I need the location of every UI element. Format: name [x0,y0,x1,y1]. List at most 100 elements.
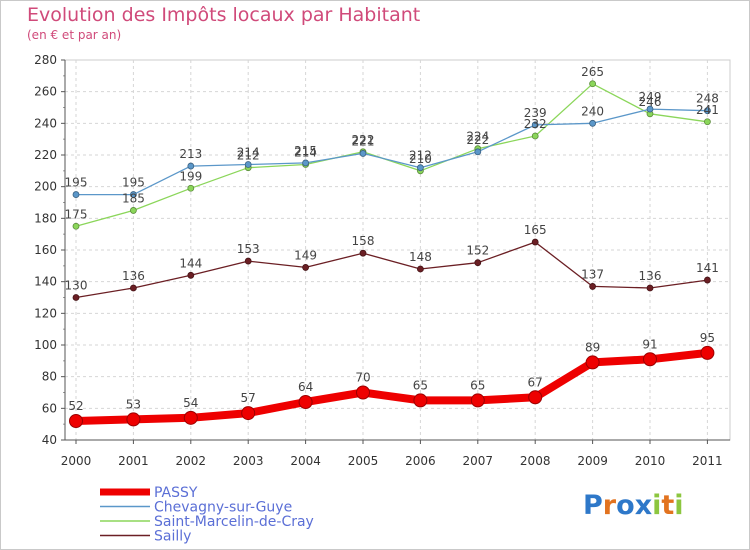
data-label-sailly: 136 [122,269,145,283]
data-label-passy: 53 [126,397,141,411]
point-passy [700,345,715,360]
y-tick-label: 100 [34,338,57,352]
point-sailly [704,276,711,284]
point-chevagny-sur-guye [359,150,367,157]
legend-label-sailly: Sailly [154,529,191,545]
point-chevagny-sur-guye [72,191,80,198]
logo-letter: i [674,490,684,521]
data-label-layer: 130 136 144 153 149 158 148 152 165 137 136 141 175 1… [65,65,719,413]
y-tick-label: 140 [34,275,57,289]
x-tick-label: 2008 [520,454,551,468]
point-sailly [359,249,367,257]
y-tick-label: 260 [34,85,57,99]
point-passy [585,355,600,370]
point-saint-marcelin-de-cray [187,184,195,192]
data-label-passy: 65 [413,378,428,392]
point-sailly [474,259,482,267]
point-saint-marcelin-de-cray [72,222,80,230]
data-label-saint-marcelin-de-cray: 175 [65,207,88,221]
data-label-sailly: 141 [696,261,719,275]
point-sailly [302,264,310,271]
chart-title: Evolution des Impôts locaux par Habitant [27,4,421,26]
point-chevagny-sur-guye [531,121,539,129]
x-tick-label: 2003 [233,454,264,468]
point-passy [643,352,657,367]
legend-label-saint-marcelin-de-cray: Saint-Marcelin-de-Cray [154,514,314,530]
point-passy [241,406,256,421]
data-label-sailly: 144 [179,256,202,270]
point-sailly [187,271,195,279]
point-chevagny-sur-guye [129,191,137,198]
y-tick-label: 240 [34,116,57,130]
y-tick-label: 200 [34,180,57,194]
point-sailly [416,265,424,273]
x-tick-label: 2004 [290,454,321,468]
point-chevagny-sur-guye [474,148,482,156]
logo-letter: t [661,490,675,521]
x-tick-label: 2007 [463,454,494,468]
y-tick-label: 40 [42,433,57,447]
point-passy [528,390,543,405]
data-label-chevagny-sur-guye: 249 [639,90,662,104]
x-tick-label: 2011 [692,454,723,468]
data-label-saint-marcelin-de-cray: 265 [581,65,604,79]
point-saint-marcelin-de-cray [589,80,596,88]
series-line-chevagny-sur-guye [75,108,709,196]
data-label-chevagny-sur-guye: 215 [294,144,317,158]
chart-subtitle: (en € et par an) [27,28,122,42]
data-label-chevagny-sur-guye: 222 [466,133,489,147]
y-tick-label: 120 [34,306,57,320]
data-label-chevagny-sur-guye: 195 [65,176,88,190]
data-label-sailly: 152 [466,244,489,258]
legend-label-chevagny-sur-guye: Chevagny-sur-Guye [154,500,292,516]
data-label-chevagny-sur-guye: 212 [409,149,432,163]
data-label-saint-marcelin-de-cray: 185 [122,191,145,205]
point-passy [356,385,370,400]
x-tick-label: 2002 [176,454,207,468]
data-label-chevagny-sur-guye: 221 [352,134,375,148]
data-label-passy: 67 [528,375,543,389]
logo-letter: i [652,490,662,521]
y-tick-label: 280 [34,53,57,67]
logo-letter: x [634,490,653,521]
data-label-chevagny-sur-guye: 213 [179,147,202,161]
point-chevagny-sur-guye [416,164,424,172]
legend-label-passy: PASSY [154,485,198,501]
data-label-saint-marcelin-de-cray: 241 [696,103,719,117]
data-label-sailly: 165 [524,223,547,237]
data-label-chevagny-sur-guye: 240 [581,104,604,118]
y-tick-label: 80 [42,370,57,384]
data-label-saint-marcelin-de-cray: 212 [237,149,260,163]
point-passy [126,412,141,427]
data-label-saint-marcelin-de-cray: 214 [294,146,317,160]
data-label-saint-marcelin-de-cray: 232 [524,117,547,131]
point-passy [183,410,198,425]
series-line-sailly [75,241,709,299]
logo-letter: P [583,490,603,521]
data-label-saint-marcelin-de-cray: 199 [179,169,202,183]
data-label-sailly: 137 [581,267,604,281]
data-label-sailly: 149 [294,248,317,262]
data-label-saint-marcelin-de-cray: 210 [409,152,432,166]
proxiti-logo: Proxiti [583,490,684,521]
point-chevagny-sur-guye [646,105,654,113]
data-label-passy: 54 [183,396,198,410]
point-sailly [244,257,252,265]
data-label-sailly: 153 [237,242,260,256]
x-tick-label: 2000 [61,454,92,468]
point-passy [470,393,485,408]
data-label-saint-marcelin-de-cray: 224 [466,130,489,144]
data-label-passy: 91 [642,337,657,351]
y-tick-label: 160 [34,243,57,257]
x-tick-label: 2005 [348,454,379,468]
data-label-passy: 64 [298,380,313,394]
data-label-chevagny-sur-guye: 239 [524,106,547,120]
data-label-sailly: 148 [409,250,432,264]
point-sailly [589,283,596,290]
point-chevagny-sur-guye [589,119,596,127]
data-label-passy: 52 [68,399,83,413]
legend: PASSYChevagny-sur-GuyeSaint-Marcelin-de-… [100,485,314,545]
point-sailly [72,294,80,301]
y-tick-label: 180 [34,211,57,225]
x-tick-label: 2001 [118,454,149,468]
